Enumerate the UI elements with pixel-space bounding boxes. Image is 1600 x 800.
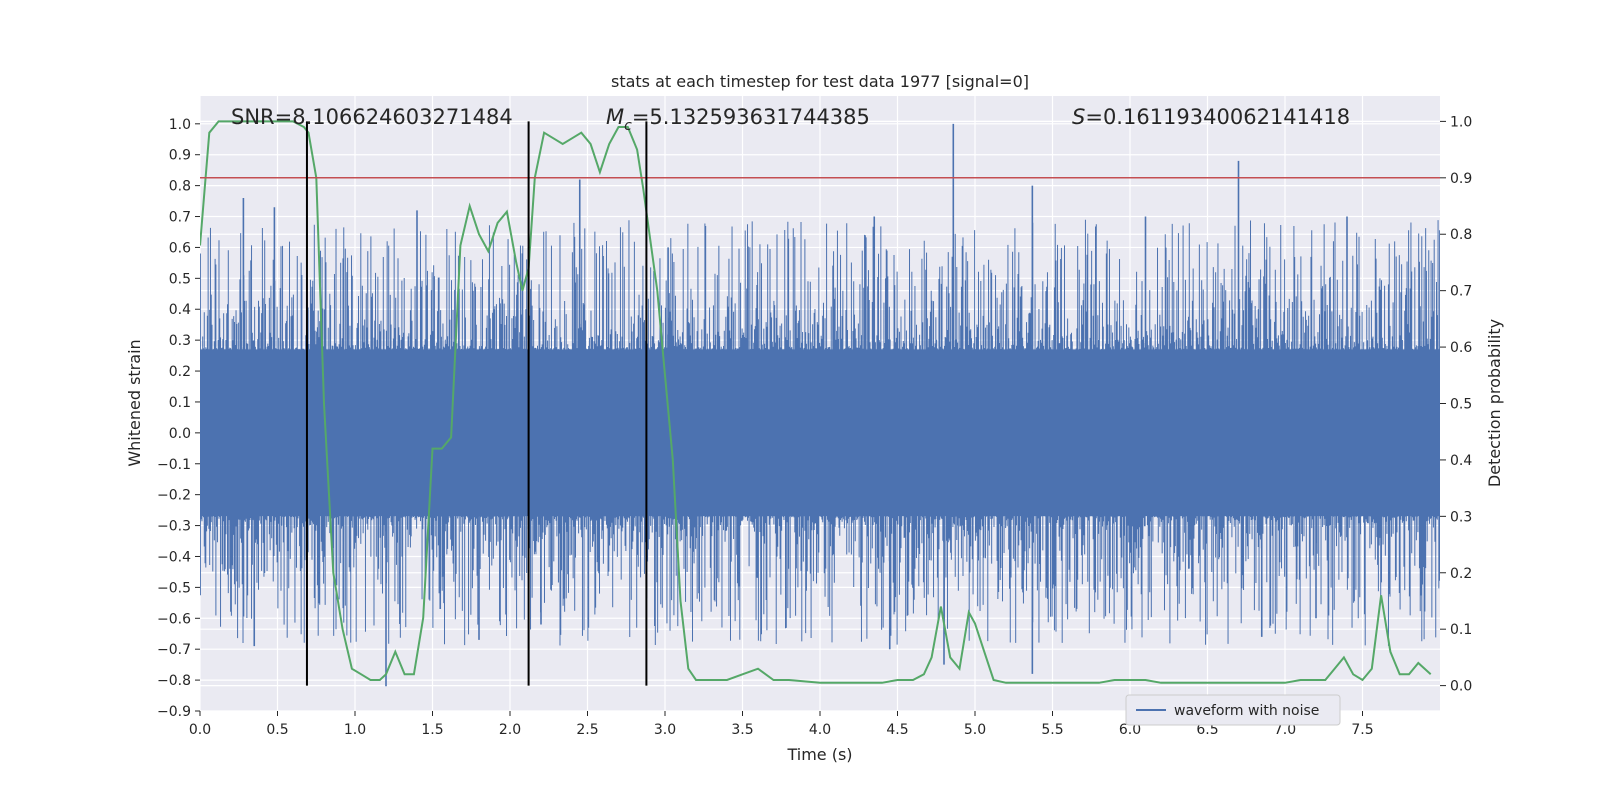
- legend-box: [1125, 694, 1341, 726]
- y-left-tick-label: 0.5: [169, 271, 191, 287]
- chirp-mass-symbol: M: [606, 105, 624, 129]
- y-left-tick-label: 0.8: [169, 179, 191, 195]
- y-left-tick-label: −0.6: [157, 611, 191, 627]
- x-tick-label: 4.5: [886, 722, 908, 738]
- y-left-tick-label: −0.4: [157, 549, 191, 565]
- y-left-tick-label: −0.8: [157, 673, 191, 689]
- x-tick-label: 7.0: [1274, 722, 1296, 738]
- y-left-tick-label: 1.0: [169, 117, 191, 133]
- x-tick-label: 1.0: [344, 722, 366, 738]
- y-left-tick-label: −0.5: [157, 580, 191, 596]
- detection-line: [200, 120, 1432, 684]
- significance-symbol: S: [1072, 105, 1085, 129]
- x-axis-ticks: 0.0 0.5 1.0 1.5 2.0 2.5 3.0 3.5 4.0 4.5 5.0 5.5 6.0 6…: [189, 711, 1374, 738]
- detection-series: [200, 120, 1440, 686]
- y-right-tick-label: 0.9: [1450, 171, 1472, 187]
- x-axis-label: Time (s): [786, 745, 852, 764]
- y-left-tick-label: −0.9: [157, 704, 191, 720]
- y-left-tick-label: 0.0: [169, 426, 191, 442]
- y-right-tick-label: 0.3: [1450, 509, 1472, 525]
- y-left-tick-label: 0.6: [169, 240, 191, 256]
- chirp-mass-subscript: c: [624, 118, 632, 134]
- y-left-tick-label: 0.3: [169, 333, 191, 349]
- significance-value: =0.16119340062141418: [1085, 105, 1350, 129]
- x-tick-label: 4.0: [809, 722, 831, 738]
- legend-label: waveform with noise: [1174, 703, 1319, 719]
- y-right-tick-label: 0.4: [1450, 453, 1472, 469]
- y-left-tick-label: 0.9: [169, 148, 191, 164]
- snr-annotation: SNR=8.106624603271484: [231, 105, 513, 129]
- y-right-tick-label: 0.7: [1450, 284, 1472, 300]
- chart-title: stats at each timestep for test data 197…: [611, 72, 1029, 91]
- x-tick-label: 6.0: [1119, 722, 1141, 738]
- x-tick-label: 0.0: [189, 722, 211, 738]
- y-left-tick-label: −0.7: [157, 642, 191, 658]
- y-left-axis-ticks: 1.0 0.9 0.8 0.7 0.6 0.5 0.4 0.3 0.2 0.1 0.0 −0.1 −0.…: [157, 117, 200, 720]
- y-right-axis-ticks: 1.0 0.9 0.8 0.7 0.6 0.5 0.4 0.3 0.2 0.1 0.0: [1440, 114, 1472, 695]
- y-left-tick-label: −0.2: [157, 488, 191, 504]
- y-right-tick-label: 0.5: [1450, 397, 1472, 413]
- y-left-tick-label: 0.1: [169, 395, 191, 411]
- x-tick-label: 2.0: [499, 722, 521, 738]
- legend: waveform with noise: [1125, 694, 1341, 726]
- chirp-mass-value: =5.132593631744385: [632, 105, 870, 129]
- y-left-tick-label: −0.1: [157, 457, 191, 473]
- x-tick-label: 7.5: [1351, 722, 1373, 738]
- y-right-tick-label: 0.8: [1450, 227, 1472, 243]
- waveform-trace: [200, 219, 1440, 646]
- y-right-axis-label: Detection probability: [1485, 319, 1504, 487]
- y-left-tick-label: 0.7: [169, 210, 191, 226]
- x-tick-label: 1.5: [421, 722, 443, 738]
- significance-annotation: S=0.16119340062141418: [1072, 105, 1350, 129]
- y-right-tick-label: 0.0: [1450, 679, 1472, 695]
- x-tick-label: 3.0: [654, 722, 676, 738]
- y-right-tick-label: 0.2: [1450, 566, 1472, 582]
- x-tick-label: 5.5: [1041, 722, 1063, 738]
- x-tick-label: 0.5: [266, 722, 288, 738]
- x-tick-label: 3.5: [731, 722, 753, 738]
- waveform-series: [200, 123, 1440, 687]
- y-left-tick-label: −0.3: [157, 519, 191, 535]
- x-tick-label: 2.5: [576, 722, 598, 738]
- y-left-tick-label: 0.4: [169, 302, 191, 318]
- y-right-tick-label: 0.1: [1450, 622, 1472, 638]
- y-right-tick-label: 0.6: [1450, 340, 1472, 356]
- y-right-tick-label: 1.0: [1450, 114, 1472, 130]
- chirp-mass-annotation: Mc=5.132593631744385: [606, 105, 870, 134]
- y-left-tick-label: 0.2: [169, 364, 191, 380]
- x-tick-label: 6.5: [1196, 722, 1218, 738]
- x-tick-label: 5.0: [964, 722, 986, 738]
- y-left-axis-label: Whitened strain: [125, 339, 144, 466]
